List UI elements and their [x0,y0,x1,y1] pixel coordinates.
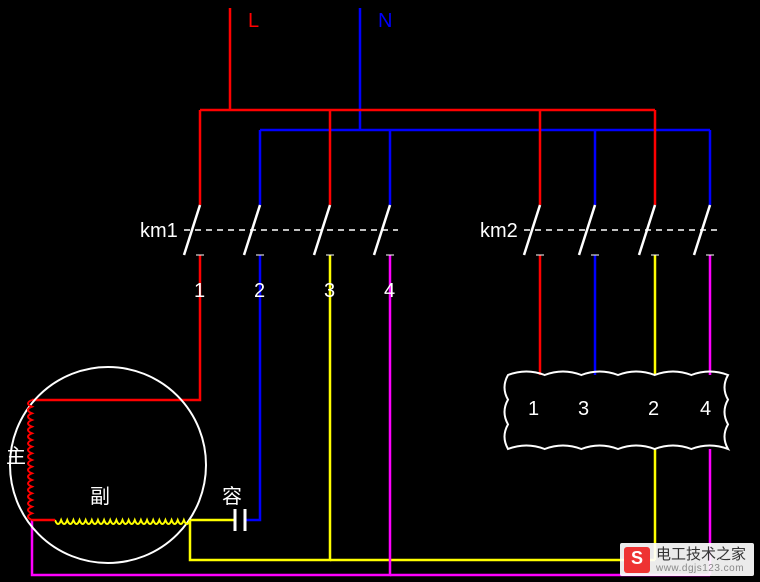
watermark-title: 电工技术之家 [656,547,746,564]
label-N: N [378,10,392,33]
tb-label-3: 3 [578,398,589,421]
motor-main-label: 主 [6,440,26,469]
watermark-sub: www.dgjs123.com [656,563,746,574]
tb-label-1: 1 [528,398,539,421]
km1-pole-num-1: 1 [194,280,205,303]
km1-pole-num-4: 4 [384,280,395,303]
km1-pole-num-2: 2 [254,280,265,303]
tb-label-2: 2 [648,398,659,421]
label-L: L [248,10,259,33]
label-km1: km1 [140,220,178,243]
watermark: 电工技术之家 www.dgjs123.com [620,543,754,577]
watermark-logo-icon [624,547,650,573]
label-km2: km2 [480,220,518,243]
tb-label-4: 4 [700,398,711,421]
circuit-diagram [0,0,760,582]
km1-pole-num-3: 3 [324,280,335,303]
capacitor-label: 容 [222,480,242,509]
motor-aux-label: 副 [90,480,110,509]
